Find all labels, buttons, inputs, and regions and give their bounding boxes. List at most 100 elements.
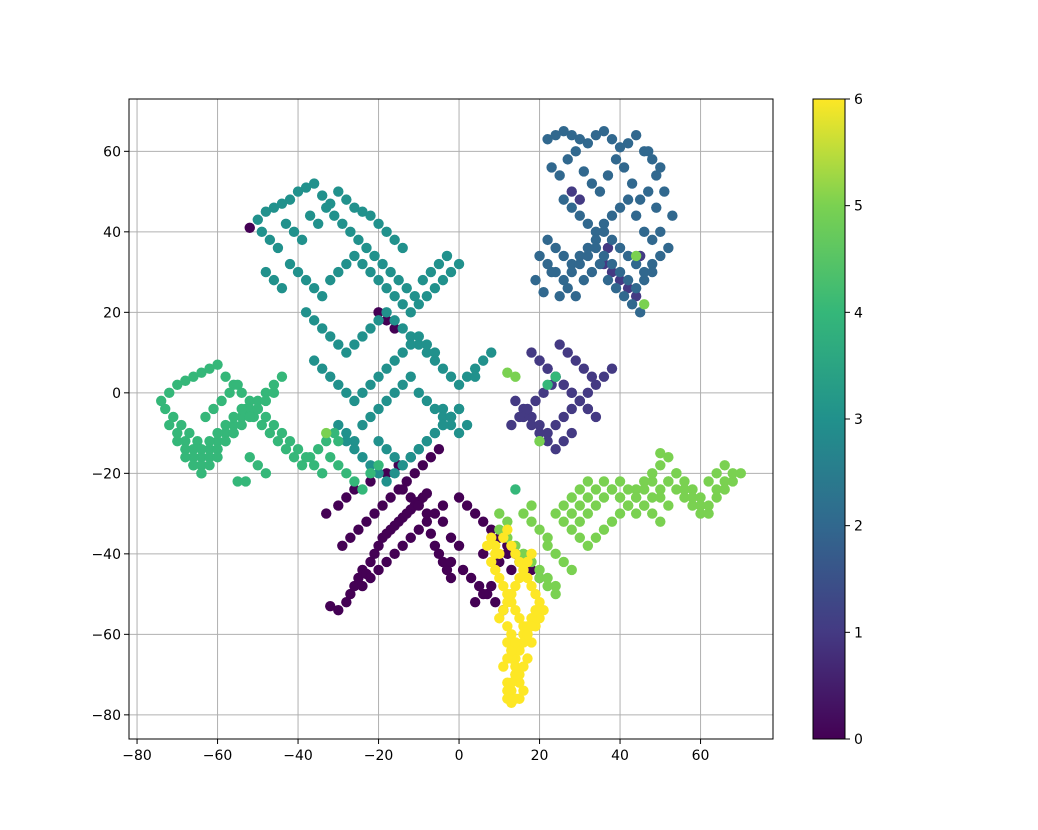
scatter-point — [300, 274, 312, 286]
scatter-point — [445, 556, 457, 568]
scatter-point — [510, 604, 521, 616]
scatter-point — [172, 427, 183, 439]
y-tick-label: −20 — [91, 466, 121, 482]
scatter-point — [365, 210, 376, 221]
scatter-point — [196, 468, 207, 479]
scatter-point — [582, 403, 594, 415]
scatter-point — [542, 580, 553, 592]
scatter-point — [349, 435, 360, 447]
scatter-point — [590, 484, 602, 495]
scatter-point — [272, 435, 284, 447]
scatter-point — [566, 258, 577, 270]
scatter-point — [413, 500, 424, 511]
scatter-point — [550, 580, 561, 592]
scatter-point — [526, 548, 537, 560]
scatter-point — [216, 395, 227, 407]
scatter-point — [510, 669, 521, 680]
scatter-point — [453, 492, 465, 503]
scatter-point — [180, 375, 191, 386]
scatter-point — [268, 387, 280, 399]
scatter-point — [498, 532, 509, 543]
scatter-point — [317, 291, 328, 302]
scatter-point — [522, 629, 533, 640]
scatter-point — [679, 492, 690, 503]
scatter-point — [397, 484, 408, 495]
scatter-point — [582, 508, 594, 519]
scatter-point — [630, 291, 642, 302]
scatter-point — [655, 484, 666, 495]
scatter-point — [582, 492, 594, 503]
scatter-point — [276, 198, 288, 209]
scatter-point — [369, 508, 380, 519]
scatter-point — [212, 435, 223, 447]
x-tick-label: 60 — [692, 748, 710, 764]
scatter-point — [546, 162, 557, 173]
scatter-point — [389, 234, 400, 246]
scatter-point — [522, 572, 533, 584]
scatter-point — [405, 532, 416, 543]
scatter-point — [526, 411, 537, 423]
scatter-point — [365, 556, 376, 568]
scatter-point — [421, 488, 433, 499]
scatter-point — [647, 476, 658, 487]
scatter-point — [421, 516, 433, 527]
scatter-point — [614, 242, 626, 254]
scatter-point — [437, 274, 449, 286]
scatter-point — [510, 661, 521, 672]
scatter-point — [220, 427, 231, 439]
scatter-point — [502, 653, 513, 664]
scatter-point — [598, 218, 610, 229]
scatter-point — [626, 299, 638, 310]
scatter-point — [639, 500, 650, 511]
scatter-point — [562, 282, 573, 294]
scatter-point — [264, 427, 276, 439]
scatter-point — [490, 564, 501, 576]
scatter-point — [490, 548, 501, 560]
scatter-point — [574, 484, 585, 495]
scatter-point — [437, 419, 449, 431]
scatter-point — [385, 266, 396, 278]
scatter-point — [542, 532, 553, 543]
scatter-point — [345, 226, 356, 238]
scatter-point — [321, 202, 332, 213]
scatter-point — [308, 315, 320, 326]
scatter-point — [602, 242, 614, 254]
scatter-point — [240, 476, 251, 487]
scatter-point — [582, 138, 594, 149]
scatter-point — [425, 266, 437, 278]
scatter-point — [514, 645, 525, 656]
scatter-point — [510, 395, 521, 407]
scatter-point — [200, 411, 211, 423]
scatter-point — [381, 307, 392, 318]
scatter-point — [260, 468, 272, 479]
scatter-point — [357, 419, 368, 431]
scatter-point — [445, 572, 457, 584]
scatter-point — [373, 564, 384, 576]
scatter-point — [582, 387, 594, 399]
scatter-point — [502, 685, 513, 696]
scatter-point — [514, 613, 525, 624]
scatter-point — [614, 202, 626, 213]
scatter-point — [582, 218, 594, 229]
scatter-point — [534, 596, 545, 608]
scatter-point — [542, 363, 553, 374]
scatter-point — [510, 484, 521, 495]
scatter-point — [397, 323, 408, 334]
scatter-point — [156, 395, 167, 407]
scatter-point — [445, 419, 457, 431]
scatter-point — [647, 468, 658, 479]
scatter-point — [357, 258, 368, 270]
scatter-point — [671, 484, 682, 495]
scatter-point — [514, 572, 525, 584]
scatter-point — [373, 468, 384, 479]
scatter-point — [562, 347, 573, 358]
scatter-point — [228, 427, 239, 439]
scatter-point — [437, 500, 449, 511]
scatter-point — [244, 411, 255, 423]
scatter-point — [429, 347, 441, 358]
scatter-point — [598, 226, 610, 238]
scatter-point — [510, 371, 521, 382]
scatter-point — [445, 411, 457, 423]
scatter-point — [538, 287, 549, 298]
y-tick-label: −40 — [91, 547, 121, 563]
